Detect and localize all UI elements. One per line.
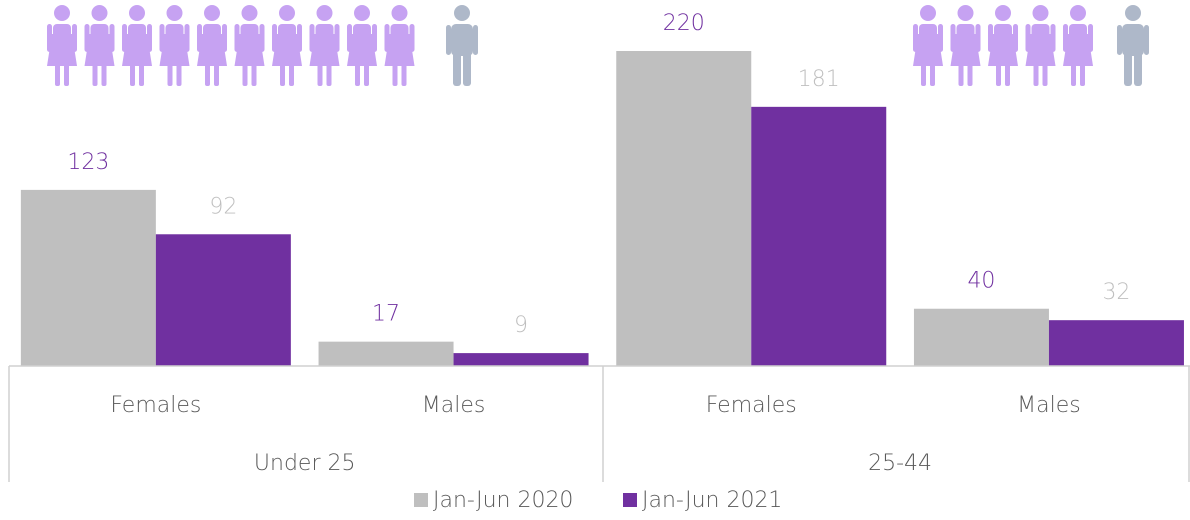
female-icon bbox=[84, 5, 115, 86]
bar bbox=[155, 234, 291, 366]
female-icon bbox=[347, 5, 377, 86]
male-icon bbox=[446, 5, 478, 86]
data-label: 17 bbox=[372, 302, 400, 327]
female-icon bbox=[913, 5, 943, 86]
female-icon bbox=[272, 5, 302, 86]
female-icon bbox=[159, 5, 190, 86]
female-icon bbox=[1025, 5, 1056, 86]
data-label: 123 bbox=[67, 150, 109, 175]
category-label: Females bbox=[110, 393, 201, 418]
female-icon bbox=[122, 5, 152, 86]
category-label: Females bbox=[706, 393, 797, 418]
group-label: 25-44 bbox=[868, 451, 932, 476]
female-icon bbox=[197, 5, 227, 86]
data-label: 32 bbox=[1102, 280, 1130, 305]
bar bbox=[751, 106, 887, 366]
legend-label: Jan-Jun 2020 bbox=[433, 488, 573, 513]
bar bbox=[616, 51, 752, 366]
data-label: 40 bbox=[967, 269, 995, 294]
group-label: Under 25 bbox=[254, 451, 356, 476]
female-icon bbox=[988, 5, 1018, 86]
legend-label: Jan-Jun 2021 bbox=[642, 488, 782, 513]
bar bbox=[453, 353, 589, 366]
female-icon bbox=[47, 5, 77, 86]
legend-swatch bbox=[623, 493, 637, 507]
category-label: Males bbox=[1017, 393, 1081, 418]
female-icon bbox=[1063, 5, 1093, 86]
data-label: 181 bbox=[798, 67, 840, 92]
data-label: 92 bbox=[209, 194, 237, 219]
male-icon bbox=[1117, 5, 1149, 86]
data-label: 9 bbox=[514, 313, 528, 338]
bar bbox=[318, 341, 454, 366]
female-icon bbox=[234, 5, 265, 86]
category-label: Males bbox=[422, 393, 486, 418]
data-label: 220 bbox=[663, 11, 705, 36]
female-icon bbox=[950, 5, 981, 86]
female-icon bbox=[384, 5, 415, 86]
bar bbox=[1048, 320, 1184, 366]
female-icon bbox=[309, 5, 340, 86]
bar bbox=[913, 308, 1049, 366]
bar bbox=[20, 189, 156, 366]
people-icons bbox=[47, 5, 1149, 86]
legend-swatch bbox=[414, 493, 428, 507]
